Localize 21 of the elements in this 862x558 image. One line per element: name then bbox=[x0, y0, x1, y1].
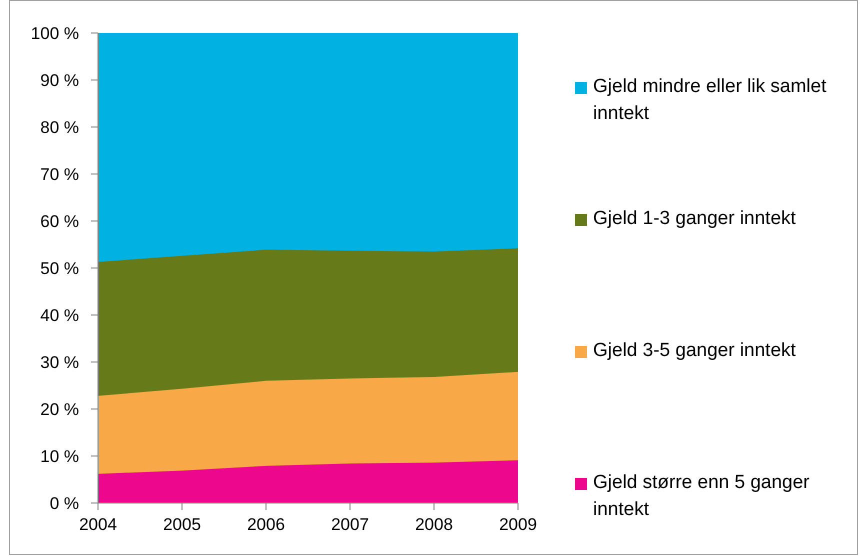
y-tick-label: 50 % bbox=[40, 259, 79, 278]
x-tick-label: 2009 bbox=[499, 515, 537, 534]
y-tick-label: 80 % bbox=[40, 118, 79, 138]
legend-label: Gjeld mindre eller lik samlet inntekt bbox=[593, 75, 828, 126]
y-tick-label: 20 % bbox=[40, 400, 79, 420]
x-tick-label: 2007 bbox=[331, 515, 369, 534]
x-tick-label: 2006 bbox=[247, 515, 285, 534]
y-tick-label: 40 % bbox=[40, 306, 79, 326]
y-tick-label: 30 % bbox=[40, 353, 79, 372]
x-tick-label: 2004 bbox=[79, 515, 117, 534]
y-tick-label: 60 % bbox=[40, 212, 79, 232]
y-tick-label: 10 % bbox=[40, 447, 79, 466]
legend-label: Gjeld 3-5 ganger inntekt bbox=[593, 339, 797, 363]
legend-label: Gjeld 1-3 ganger inntekt bbox=[593, 207, 797, 231]
y-tick-label: 0 % bbox=[50, 494, 79, 514]
x-tick-label: 2005 bbox=[163, 515, 201, 534]
y-tick-label: 70 % bbox=[40, 165, 79, 184]
y-tick-label: 90 % bbox=[40, 71, 79, 90]
y-tick-label: 100 % bbox=[30, 24, 79, 44]
legend-label: Gjeld større enn 5 ganger inntekt bbox=[593, 471, 811, 522]
x-tick-label: 2008 bbox=[415, 515, 453, 534]
